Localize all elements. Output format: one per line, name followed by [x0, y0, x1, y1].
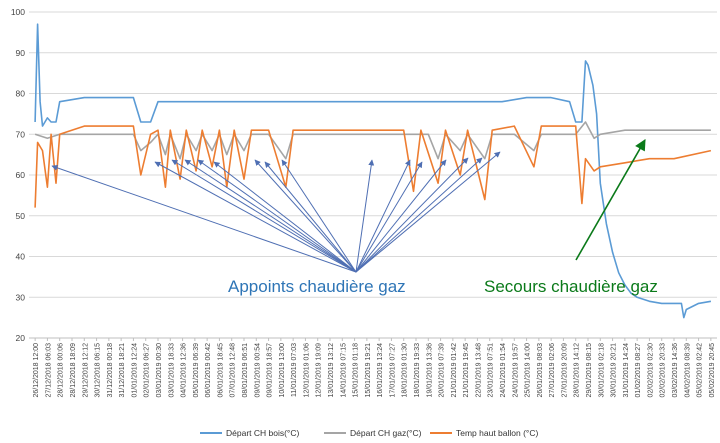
y-tick-label: 80 — [16, 89, 26, 99]
x-tick-label: 05/02/2019 02:42 — [697, 343, 704, 398]
x-tick-label: 29/01/2019 08:15 — [586, 343, 593, 398]
x-tick-label: 27/12/2018 06:03 — [45, 343, 52, 398]
x-tick-label: 31/12/2018 00:18 — [107, 343, 114, 398]
legend-item-depart-bois: Départ CH bois(°C) — [200, 428, 299, 438]
x-tick-label: 18/01/2019 01:30 — [402, 343, 409, 398]
annotation-arrow-appoint — [355, 159, 411, 273]
legend-label-temp-ballon: Temp haut ballon (°C) — [456, 428, 538, 438]
annotation-arrow-appoint — [184, 159, 357, 273]
x-tick-label: 02/02/2019 20:33 — [660, 343, 667, 398]
annotation-arrow-appoint — [197, 159, 357, 273]
x-tick-label: 03/02/2019 14:36 — [672, 343, 679, 398]
x-tick-label: 07/01/2019 12:48 — [230, 343, 237, 398]
x-tick-label: 28/12/2018 18:09 — [70, 343, 77, 398]
x-tick-label: 14/01/2019 07:15 — [340, 343, 347, 398]
annotation-arrow-appoint — [355, 159, 375, 273]
x-tick-label: 24/01/2019 19:57 — [512, 343, 519, 398]
annotation-arrow-appoint — [355, 157, 469, 273]
annotation-arrows — [51, 139, 646, 273]
legend-item-depart-gaz: Départ CH gaz(°C) — [324, 428, 422, 438]
x-tick-label: 05/02/2019 20:45 — [709, 343, 716, 398]
series-line-0 — [34, 23, 712, 319]
x-tick-label: 21/01/2019 01:42 — [451, 343, 458, 398]
annotation-arrow-appoint — [171, 159, 357, 273]
x-tick-label: 01/02/2019 08:27 — [635, 343, 642, 398]
x-tick-label: 11/01/2019 07:03 — [291, 343, 298, 397]
x-tick-label: 02/02/2019 02:30 — [647, 343, 654, 398]
x-tick-label: 05/01/2019 06:39 — [193, 343, 200, 398]
x-tick-label: 15/01/2019 01:18 — [353, 343, 360, 398]
x-tick-label: 21/01/2019 19:45 — [463, 343, 470, 398]
x-tick-label: 06/01/2019 00:42 — [205, 343, 212, 398]
annotation-arrow-appoint — [264, 161, 357, 273]
x-tick-label: 04/01/2019 12:36 — [181, 343, 188, 398]
x-tick-label: 15/01/2019 19:21 — [365, 343, 372, 398]
annotation-arrow-appoint — [355, 161, 423, 273]
x-tick-label: 29/12/2018 12:12 — [82, 343, 89, 398]
x-tick-label: 09/01/2019 18:57 — [267, 343, 274, 398]
legend-item-temp-ballon: Temp haut ballon (°C) — [430, 428, 538, 438]
annotation-arrow-appoint — [355, 151, 501, 273]
x-tick-label: 20/01/2019 07:39 — [439, 343, 446, 398]
legend-label-depart-bois: Départ CH bois(°C) — [226, 428, 299, 438]
x-tick-label: 26/01/2019 08:03 — [537, 343, 544, 398]
x-tick-label: 17/01/2019 07:27 — [389, 343, 396, 398]
x-tick-label: 18/01/2019 19:33 — [414, 343, 421, 398]
x-tick-label: 03/01/2019 00:30 — [156, 343, 163, 398]
x-tick-label: 27/01/2019 02:06 — [549, 343, 556, 398]
annotation-secours: Secours chaudière gaz — [484, 277, 658, 296]
y-tick-label: 30 — [16, 292, 26, 302]
legend-label-depart-gaz: Départ CH gaz(°C) — [350, 428, 422, 438]
x-tick-label: 19/01/2019 13:36 — [426, 343, 433, 398]
x-tick-label: 30/12/2018 06:15 — [95, 343, 102, 398]
annotation-arrow-appoint — [355, 159, 447, 273]
x-tick-label: 26/12/2018 12:00 — [33, 343, 40, 398]
annotation-arrow-secours — [575, 139, 646, 261]
x-tick-label: 28/12/2018 00:06 — [58, 343, 65, 398]
x-tick-label: 30/01/2019 02:18 — [598, 343, 605, 398]
y-tick-label: 40 — [16, 252, 26, 262]
annotation-arrow-appoint — [355, 157, 483, 273]
y-tick-label: 20 — [16, 333, 26, 343]
x-tick-label: 25/01/2019 14:00 — [525, 343, 532, 398]
x-tick-label: 10/01/2019 13:00 — [279, 343, 286, 398]
x-tick-label: 30/01/2019 20:21 — [611, 343, 618, 398]
x-tick-label: 08/01/2019 06:51 — [242, 343, 249, 398]
x-tick-label: 31/12/2018 18:21 — [119, 343, 126, 398]
x-tick-label: 06/01/2019 18:45 — [217, 343, 224, 398]
x-tick-label: 28/01/2019 14:12 — [574, 343, 581, 398]
x-tick-label: 12/01/2019 19:09 — [316, 343, 323, 398]
x-tick-label: 22/01/2019 13:48 — [475, 343, 482, 398]
y-axis: 20 30 40 50 60 70 80 90 100 — [11, 7, 25, 343]
series-line-1 — [34, 121, 711, 160]
y-tick-label: 90 — [16, 48, 26, 58]
x-tick-label: 12/01/2019 01:06 — [303, 343, 310, 398]
y-tick-label: 70 — [16, 129, 26, 139]
x-tick-label: 03/01/2019 18:33 — [168, 343, 175, 398]
x-tick-label: 16/01/2019 13:24 — [377, 343, 384, 398]
y-tick-label: 50 — [16, 211, 26, 221]
x-tick-label: 13/01/2019 13:12 — [328, 343, 335, 398]
annotation-arrow-appoint — [281, 159, 357, 273]
x-tick-label: 24/01/2019 01:54 — [500, 343, 507, 398]
y-tick-label: 60 — [16, 170, 26, 180]
series-group — [34, 23, 712, 319]
x-tick-label: 02/01/2019 06:27 — [144, 343, 151, 398]
x-axis: 26/12/2018 12:00 27/12/2018 06:03 28/12/20… — [33, 338, 716, 398]
x-tick-label: 09/01/2019 00:54 — [254, 343, 261, 398]
annotation-arrow-appoint — [154, 161, 357, 273]
x-tick-label: 04/02/2019 08:39 — [684, 343, 691, 398]
x-tick-label: 31/01/2019 14:24 — [623, 343, 630, 398]
x-tick-label: 01/01/2019 12:24 — [131, 343, 138, 398]
annotation-arrow-appoint — [51, 164, 357, 273]
y-tick-label: 100 — [11, 7, 25, 17]
annotation-arrow-appoint — [213, 161, 357, 273]
x-tick-label: 27/01/2019 20:09 — [561, 343, 568, 398]
annotation-arrow-appoint — [254, 159, 357, 273]
annotation-appoints: Appoints chaudière gaz — [228, 277, 406, 296]
legend: Départ CH bois(°C) Départ CH gaz(°C) Tem… — [200, 428, 538, 438]
x-tick-label: 23/01/2019 07:51 — [488, 343, 495, 398]
